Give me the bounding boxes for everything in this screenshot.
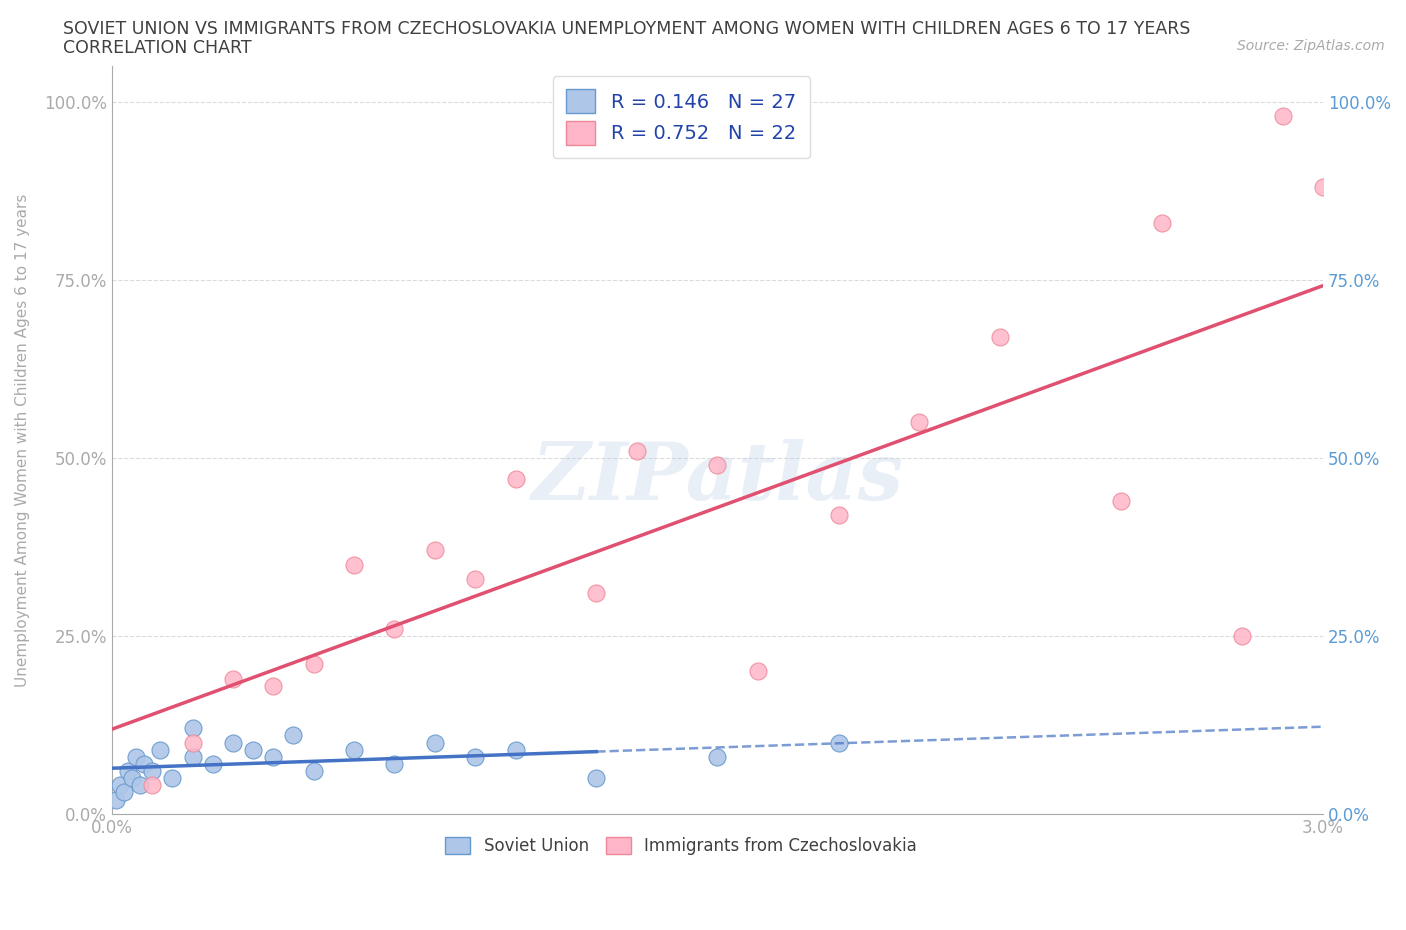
Point xyxy=(201,756,224,771)
Point xyxy=(181,750,204,764)
Point xyxy=(585,771,607,786)
Point xyxy=(112,785,135,800)
Point xyxy=(384,621,406,636)
Point xyxy=(706,458,728,472)
Point xyxy=(262,678,284,693)
Point xyxy=(181,721,204,736)
Point xyxy=(423,736,446,751)
Point xyxy=(242,742,264,757)
Point xyxy=(302,657,325,671)
Point xyxy=(1150,216,1173,231)
Point xyxy=(141,777,163,792)
Point xyxy=(343,557,366,572)
Point xyxy=(464,571,486,586)
Point xyxy=(1271,109,1294,124)
Point xyxy=(505,742,527,757)
Point xyxy=(988,329,1011,344)
Y-axis label: Unemployment Among Women with Children Ages 6 to 17 years: Unemployment Among Women with Children A… xyxy=(15,193,30,686)
Point xyxy=(121,771,143,786)
Point xyxy=(129,777,152,792)
Point xyxy=(283,728,305,743)
Text: ZIPatlas: ZIPatlas xyxy=(531,439,904,516)
Point xyxy=(747,664,769,679)
Point xyxy=(1232,629,1254,644)
Point xyxy=(141,764,163,778)
Point xyxy=(117,764,139,778)
Point xyxy=(827,508,849,523)
Point xyxy=(302,764,325,778)
Point xyxy=(262,750,284,764)
Point xyxy=(149,742,172,757)
Point xyxy=(162,771,184,786)
Point xyxy=(505,472,527,486)
Point xyxy=(132,756,155,771)
Legend: Soviet Union, Immigrants from Czechoslovakia: Soviet Union, Immigrants from Czechoslov… xyxy=(439,830,924,861)
Point xyxy=(827,736,849,751)
Point xyxy=(104,792,127,807)
Text: SOVIET UNION VS IMMIGRANTS FROM CZECHOSLOVAKIA UNEMPLOYMENT AMONG WOMEN WITH CHI: SOVIET UNION VS IMMIGRANTS FROM CZECHOSL… xyxy=(63,20,1191,38)
Point xyxy=(908,415,931,430)
Point xyxy=(222,736,245,751)
Point xyxy=(222,671,245,686)
Point xyxy=(585,586,607,601)
Point xyxy=(1312,179,1334,194)
Point xyxy=(181,736,204,751)
Point xyxy=(108,777,131,792)
Point xyxy=(464,750,486,764)
Point xyxy=(384,756,406,771)
Point xyxy=(706,750,728,764)
Text: CORRELATION CHART: CORRELATION CHART xyxy=(63,39,252,57)
Point xyxy=(125,750,148,764)
Point xyxy=(626,444,648,458)
Point xyxy=(423,543,446,558)
Point xyxy=(1109,493,1132,508)
Text: Source: ZipAtlas.com: Source: ZipAtlas.com xyxy=(1237,39,1385,53)
Point xyxy=(343,742,366,757)
